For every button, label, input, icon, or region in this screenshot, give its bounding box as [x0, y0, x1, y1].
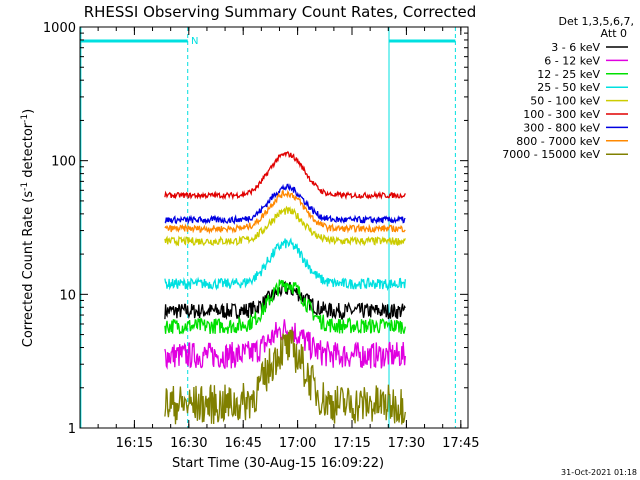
- axes-group: 1 10 100 1000 16:15 16:30 16:45 17:00 17:15 17:30…: [43, 21, 480, 451]
- series-line: [164, 329, 406, 425]
- y-label-sup1: -1: [20, 182, 30, 191]
- series-line: [164, 189, 406, 235]
- legend-header-line1: Det 1,3,5,6,7,: [558, 15, 634, 28]
- night-label: N: [191, 36, 198, 47]
- legend-header-line2: Att 0: [601, 27, 627, 40]
- x-tick-label: 16:30: [170, 436, 207, 451]
- timestamp-label: 31-Oct-2021 01:18: [561, 468, 637, 477]
- series-line: [164, 280, 406, 321]
- x-tick-label: 16:45: [224, 436, 261, 451]
- legend-label: 25 - 50 keV: [537, 81, 600, 94]
- legend-label: 6 - 12 keV: [544, 54, 600, 67]
- series-line: [164, 205, 406, 247]
- series-line: [164, 319, 406, 370]
- svg-text:Corrected Count Rate (s-1 dete: Corrected Count Rate (s-1 detector-1): [20, 109, 36, 347]
- x-tick-label: 17:30: [388, 436, 425, 451]
- y-tick-label: 1000: [43, 21, 76, 36]
- series-line: [164, 237, 406, 292]
- y-tick-label: 100: [51, 155, 76, 170]
- legend-label: 3 - 6 keV: [551, 41, 600, 54]
- x-tick-label: 17:45: [442, 436, 479, 451]
- x-tick-label: 16:15: [116, 436, 153, 451]
- y-label-sup2: -1: [20, 114, 30, 123]
- series-line: [164, 150, 406, 201]
- series-line: [164, 183, 406, 225]
- y-label-end: ): [21, 109, 36, 114]
- y-tick-label: 1: [68, 422, 76, 437]
- x-axis-label: Start Time (30-Aug-15 16:09:22): [172, 456, 384, 471]
- legend-label: 300 - 800 keV: [523, 121, 600, 134]
- plot-frame: [79, 26, 469, 429]
- series-line: [164, 279, 406, 335]
- y-axis-label: Corrected Count Rate (s-1 detector-1): [20, 109, 36, 347]
- y-label-main: Corrected Count Rate (s: [21, 191, 36, 348]
- series-group: [164, 150, 406, 425]
- x-tick-label: 17:00: [279, 436, 316, 451]
- chart-title: RHESSI Observing Summary Count Rates, Co…: [84, 3, 477, 21]
- legend-label: 100 - 300 keV: [523, 108, 600, 121]
- y-label-mid: detector: [21, 122, 36, 182]
- legend-label: 12 - 25 keV: [537, 68, 600, 81]
- legend-label: 800 - 7000 keV: [516, 135, 600, 148]
- x-tick-label: 17:15: [333, 436, 370, 451]
- legend-label: 7000 - 15000 keV: [502, 148, 600, 161]
- y-tick-label: 10: [59, 288, 76, 303]
- legend-label: 50 - 100 keV: [530, 95, 600, 108]
